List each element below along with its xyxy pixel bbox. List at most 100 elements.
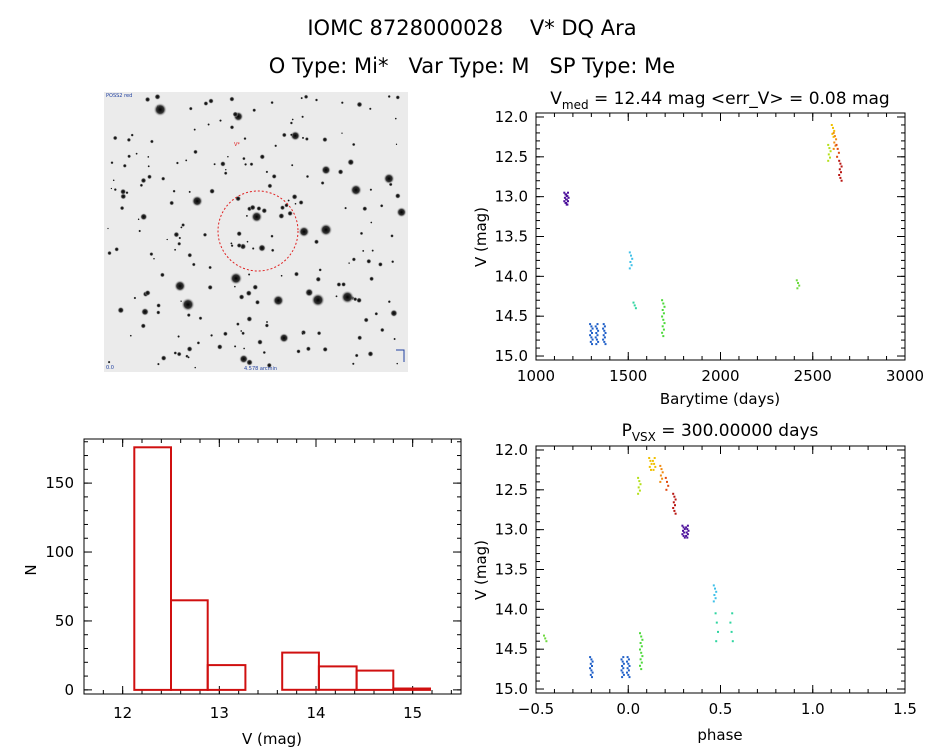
data-point: [685, 531, 688, 534]
data-point: [714, 597, 717, 600]
y-tick-label: 13.0: [495, 521, 528, 539]
sky-star: [291, 118, 294, 121]
sky-star: [322, 136, 328, 143]
sky-star: [366, 258, 372, 264]
sky-star: [112, 135, 118, 141]
data-point: [630, 264, 633, 267]
data-point: [662, 312, 665, 315]
sky-star: [144, 289, 151, 296]
sky-star: [344, 206, 348, 210]
sky-stars: [107, 93, 407, 369]
sky-star: [394, 192, 401, 199]
histogram-bars: [133, 446, 431, 691]
data-point: [602, 323, 605, 326]
data-point: [654, 465, 657, 468]
data-point: [589, 656, 592, 659]
data-point: [591, 660, 594, 663]
sky-star: [249, 204, 256, 211]
y-tick-label: 12.0: [495, 108, 528, 126]
y-tick-label: 150: [45, 474, 74, 492]
lightcurve-axes: 1000 1500 2000 2500 3000 12.0 12.5 13.0 13.5 14.0…: [495, 108, 925, 385]
sky-star: [379, 327, 385, 333]
data-point: [683, 531, 686, 534]
sky-star: [293, 271, 300, 277]
sky-star: [270, 234, 274, 238]
phased-frame: [535, 445, 906, 694]
data-point: [833, 135, 836, 138]
sky-star: [362, 206, 368, 212]
data-point: [662, 328, 665, 331]
data-point: [621, 665, 624, 667]
sky-star: [395, 95, 401, 100]
data-point: [798, 284, 801, 287]
sky-star: [122, 163, 128, 168]
data-point: [686, 528, 689, 531]
y-tick-label: 15.0: [495, 347, 528, 365]
y-tick-label: 14.0: [495, 600, 528, 618]
data-point: [589, 329, 592, 332]
data-point: [829, 150, 832, 153]
sky-star: [340, 101, 344, 105]
sky-star: [252, 108, 257, 113]
y-tick-label: 50: [55, 612, 74, 630]
sky-star: [114, 246, 120, 252]
sky-star: [139, 183, 144, 188]
sky-star: [140, 177, 147, 184]
sky-star: [259, 153, 266, 160]
sky-star: [361, 249, 365, 253]
sky-star: [107, 360, 111, 364]
data-point: [838, 168, 841, 171]
data-point: [839, 162, 842, 165]
sky-star: [191, 262, 196, 267]
sky-star: [230, 242, 233, 245]
data-point: [661, 309, 664, 311]
data-point: [659, 474, 662, 477]
data-point: [686, 533, 689, 536]
sky-star: [318, 268, 323, 272]
data-point: [622, 667, 625, 670]
data-point: [591, 343, 593, 346]
sky-star: [289, 121, 294, 125]
data-point: [640, 661, 643, 664]
sky-star: [247, 273, 251, 276]
y-tick-label: 13.5: [495, 228, 528, 246]
sky-star: [394, 117, 397, 120]
data-point: [590, 325, 593, 328]
sky-star: [146, 174, 153, 180]
data-point: [622, 673, 625, 676]
sky-star: [351, 362, 355, 366]
sky-star: [169, 200, 175, 206]
phased-xlabel: phase: [697, 726, 742, 744]
sky-star: [202, 232, 208, 238]
data-point: [837, 151, 840, 154]
histogram-bar: [392, 687, 431, 691]
data-point: [637, 492, 640, 495]
sky-star: [110, 161, 114, 165]
sky-star: [110, 187, 113, 190]
data-point: [590, 336, 593, 339]
data-point: [604, 332, 607, 334]
sky-star: [135, 152, 138, 155]
sky-star: [239, 354, 249, 364]
data-point: [627, 658, 630, 661]
sky-star: [187, 355, 190, 359]
sky-star: [368, 107, 372, 111]
data-point: [664, 476, 667, 479]
data-point: [622, 662, 625, 665]
sky-star: [233, 285, 237, 288]
sky-label-top-left: POSS2 red: [106, 93, 132, 99]
data-point: [653, 462, 656, 465]
data-point: [667, 484, 670, 487]
data-point: [674, 504, 676, 507]
sky-star: [236, 230, 243, 237]
data-point: [621, 676, 624, 679]
data-point: [627, 673, 630, 676]
y-tick-label: 12.0: [495, 441, 528, 459]
sky-star: [166, 238, 169, 241]
sky-star: [222, 331, 228, 337]
sky-star: [186, 345, 193, 353]
sky-star: [298, 199, 304, 206]
data-point: [566, 195, 569, 198]
sky-star: [265, 170, 269, 174]
sky-star: [238, 294, 245, 300]
